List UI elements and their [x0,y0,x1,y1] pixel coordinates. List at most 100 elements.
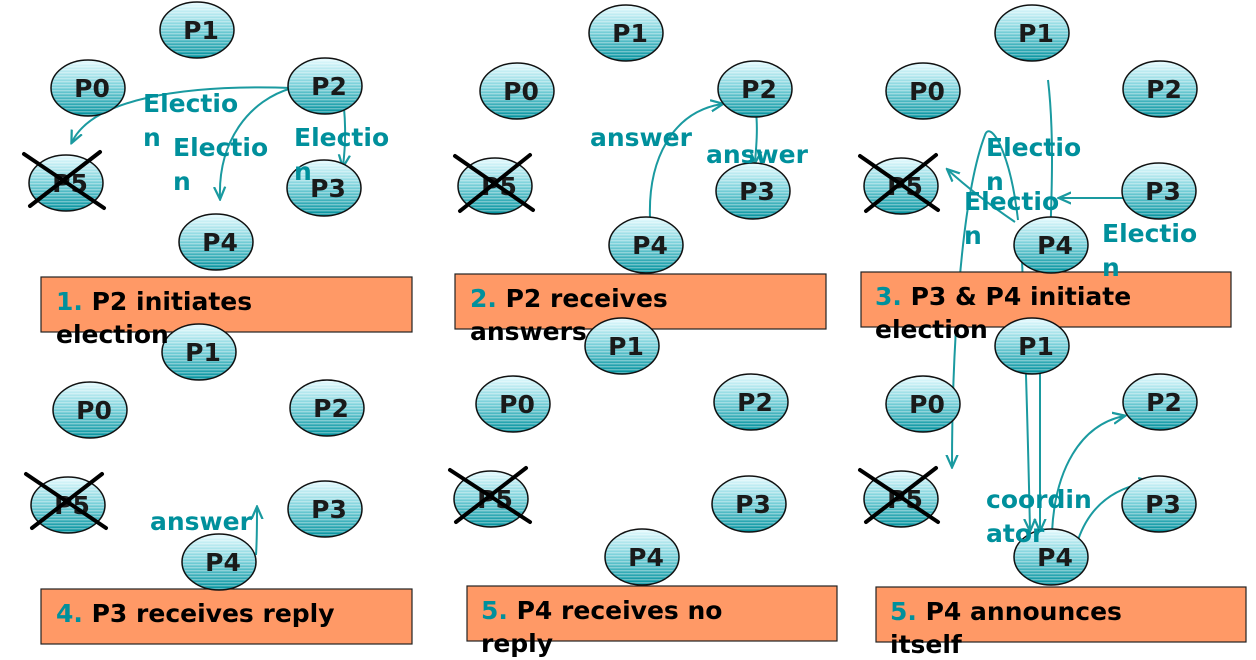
panel-5-node-p3-label: P3 [735,490,771,519]
panel-1-message-1-line-2: n [143,123,161,152]
panel-3-message-2-line-2: n [964,221,982,250]
panel-2-node-p0: P0 [479,62,555,120]
panel-4-caption-number: 4. [56,599,92,628]
panel-3-node-p2-label: P2 [1146,75,1182,104]
panel-3-node-p1-texture [996,6,1068,60]
panel-6-node-p2-label: P2 [1146,388,1182,417]
panel-5-node-p0-texture [477,377,549,431]
panel-2-node-p2-label: P2 [741,75,777,104]
panel-3-node-p1: P1 [994,4,1070,62]
panel-6-node-p0: P0 [885,375,961,433]
panel-3-caption-line-2: election [875,315,988,344]
panel-2-node-p3-label: P3 [739,177,775,206]
panel-5-node-p3: P3 [711,475,787,533]
panel-1-node-p3: P3 [286,159,362,217]
panel-3-node-p0: P0 [885,62,961,120]
panel-2-node-p3-texture [717,164,789,218]
panel-3-node-p3: P3 [1121,162,1197,220]
panel-2-node-p0-texture [481,64,553,118]
panel-2-node-p4-texture [610,218,682,272]
panel-5-node-p1-label: P1 [608,332,644,361]
panel-3-node-p4-label: P4 [1037,231,1073,260]
panel-3-node-p4: P4 [1013,216,1089,274]
panel-3-node-p1-label: P1 [1018,19,1054,48]
panel-6-node-p4-label: P4 [1037,543,1073,572]
panel-2-message-2-line-1: answer [706,140,809,169]
panel-5-node-p0-label: P0 [499,390,535,419]
panel-6-caption-box [875,586,1247,643]
panel-3-arrow-3 [948,170,1016,223]
panel-4-node-p3: P3 [287,480,363,538]
panel-5-caption-number: 5. [481,596,517,625]
panel-3-caption-line-1: 3. P3 & P4 initiate [875,282,1131,311]
panel-5-node-p3-texture [713,477,785,531]
panel-5-node-p2: P2 [713,373,789,431]
panel-3-message-1-line-1: Electio [986,133,1081,162]
panel-5-node-p2-texture [715,375,787,429]
panel-4-caption-line-1: 4. P3 receives reply [56,599,335,628]
panel-2-node-p1: P1 [588,4,664,62]
panel-1-node-p4: P4 [178,213,254,271]
panel-2-node-p0-label: P0 [503,77,539,106]
panel-1-message-2-line-1: Electio [173,133,268,162]
panel-1-arrow-2 [220,87,293,198]
panel-6-caption-number: 5. [890,597,926,626]
panel-2-node-p4-label: P4 [632,231,668,260]
panel-5-node-p4: P4 [604,528,680,586]
panel-2-message-1-line-1: answer [590,123,693,152]
panel-5-caption-line-1: 5. P4 receives no [481,596,722,625]
panel-6-crash-mark-2 [864,466,938,524]
panel-1-node-p0-texture [52,61,124,115]
panel-1-message-1-line-1: Electio [143,89,238,118]
panel-3-node-p3-label: P3 [1145,177,1181,206]
panel-3-message-3-line-1: Electio [1102,219,1197,248]
panel-1-arrow-1 [72,86,293,142]
panel-6-node-p3-label: P3 [1145,490,1181,519]
panel-1-node-p1: P1 [159,1,235,59]
panel-6-message-1-line-1: coordin [986,485,1092,514]
panel-4-crash-mark-2 [30,472,104,530]
panel-3-message-2-line-1: Electio [964,187,1059,216]
panel-2-caption-line-2: answers [470,317,587,346]
panel-1-crash-mark-2 [28,150,102,208]
panel-4-node-p1-label: P1 [185,338,221,367]
panel-3-message-3-line-2: n [1102,253,1120,282]
panel-1-caption-line-1: 1. P2 initiates [56,287,252,316]
panel-6-node-p4: P4 [1013,528,1089,586]
panel-2-caption-line-1: 2. P2 receives [470,284,668,313]
panel-6-node-p3-texture [1123,477,1195,531]
panel-5-node-p4-label: P4 [628,543,664,572]
panel-3-crash-mark-2 [864,153,938,213]
panel-5-node-p0: P0 [475,375,551,433]
panel-1-node-p0-label: P0 [74,74,110,103]
panel-6-node-p2-texture [1124,375,1196,429]
panel-6-caption-line-1: 5. P4 announces [890,597,1122,626]
panel-4-node-p0-label: P0 [76,396,112,425]
panel-3-arrow-4 [952,130,1019,466]
panel-6-node-p3: P3 [1121,475,1197,533]
panel-1-message-3-line-1: Electio [294,123,389,152]
panel-6-node-p1: P1 [994,317,1070,375]
panel-1-node-p2: P2 [287,57,363,115]
panel-6-caption-line-2: itself [890,630,963,659]
panel-3-node-p2-texture [1124,62,1196,116]
panel-2-caption-number: 2. [470,284,506,313]
panel-6-node-p4-texture [1015,530,1087,584]
panel-3-node-p3-texture [1123,164,1195,218]
panel-2-node-p4: P4 [608,216,684,274]
panel-4-node-p4-texture [183,535,255,589]
panel-1-node-p4-texture [180,215,252,269]
panel-6-arrow-1 [1051,416,1124,533]
panel-4-node-p4: P4 [181,533,257,591]
panel-5-caption-line-2: reply [481,629,553,658]
panel-6-node-p1-texture [996,319,1068,373]
panel-1-message-3-line-2: n [294,157,312,186]
panel-6-node-p0-label: P0 [909,390,945,419]
panel-1-node-p3-label: P3 [310,174,346,203]
panel-1-node-p2-label: P2 [311,72,347,101]
panel-4-node-p2: P2 [289,379,365,437]
panel-3-message-1-line-2: n [986,167,1004,196]
panel-5-node-p4-texture [606,530,678,584]
panel-4-node-p1-texture [163,325,235,379]
